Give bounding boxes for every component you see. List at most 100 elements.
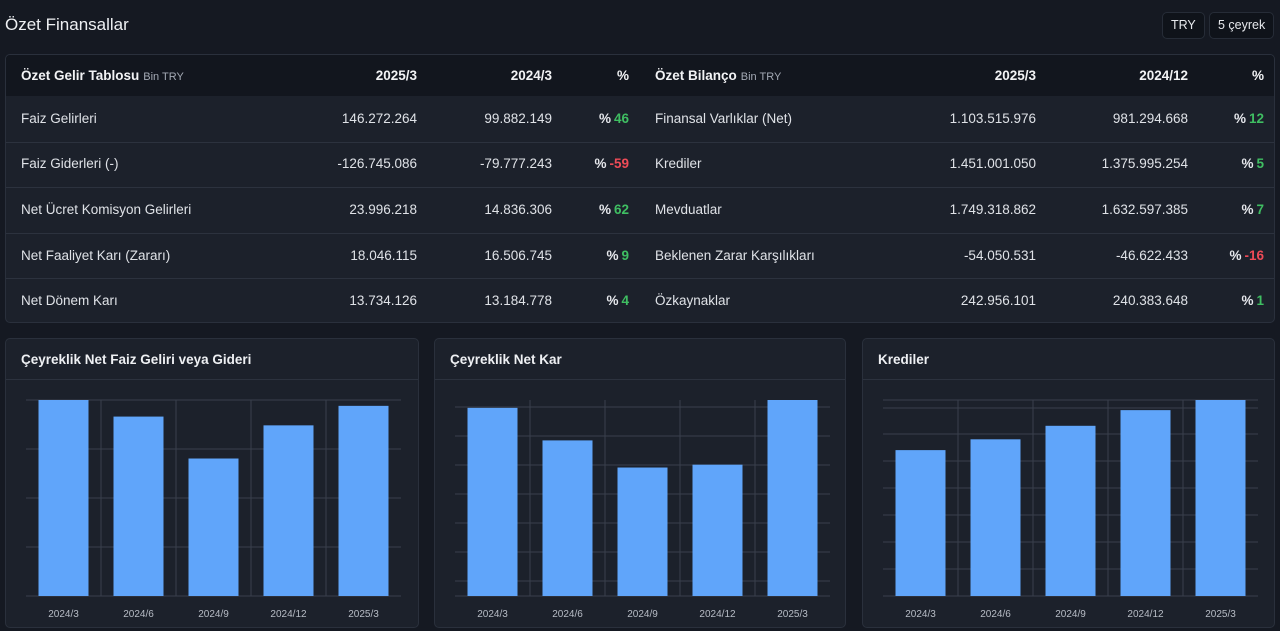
bar[interactable] (1045, 425, 1096, 596)
income-row-label: Net Faaliyet Karı (Zararı) (21, 247, 171, 263)
percent-symbol: % (1229, 247, 1242, 263)
x-tick-label: 2025/3 (348, 609, 379, 620)
x-tick-label: 2024/9 (198, 609, 229, 620)
percent-symbol: % (1241, 156, 1254, 172)
income-row-value-2: 13.184.778 (484, 293, 552, 309)
bar[interactable] (617, 467, 668, 596)
table-header (6, 55, 1274, 96)
bar[interactable] (467, 407, 518, 596)
net-interest-chart: 2024/3 2024/6 2024/9 2024/12 2025/3 (26, 399, 401, 620)
balance-row-value-2: 981.294.668 (1112, 110, 1188, 126)
change-value: 1 (1256, 293, 1264, 309)
page-header: Özet Finansallar TRY 5 çeyrek (5, 0, 1275, 50)
x-tick-label: 2024/6 (123, 609, 154, 620)
income-row-change: % 46 (559, 111, 629, 126)
balance-row-value-2: -46.622.433 (1115, 247, 1188, 263)
balance-unit: Bin TRY (740, 71, 782, 83)
balance-row-change: % 7 (1194, 202, 1264, 217)
chart-panel-net-profit: Çeyreklik Net Kar 2024/3 2024/6 2024/9 2024… (434, 338, 846, 628)
x-tick-label: 2024/12 (1127, 609, 1164, 620)
bar[interactable] (38, 400, 89, 596)
balance-row-value-2: 1.632.597.385 (1101, 202, 1188, 217)
income-row-value-1: 13.734.126 (349, 293, 417, 309)
bar[interactable] (1195, 400, 1246, 596)
income-row-change: % -59 (559, 156, 629, 171)
income-col-1: 2025/3 (375, 68, 417, 83)
bar[interactable] (113, 416, 164, 596)
row-divider (6, 278, 1274, 280)
income-row-label: Net Ücret Komisyon Gelirleri (21, 202, 192, 217)
percent-symbol: % (598, 110, 611, 126)
balance-col-pct: % (1251, 68, 1264, 83)
income-row-value-2: -79.777.243 (479, 156, 552, 172)
change-value: 5 (1256, 156, 1264, 172)
change-value: 4 (621, 293, 629, 309)
x-tick-label: 2025/3 (1205, 609, 1236, 620)
bar[interactable] (542, 440, 593, 596)
income-table-title: Özet Gelir Tablosu Bin TRY (21, 68, 184, 83)
balance-row-value-1: 1.451.001.050 (949, 156, 1036, 172)
balance-row-change: % 1 (1194, 293, 1264, 308)
balance-row-label: Beklenen Zarar Karşılıkları (655, 247, 815, 263)
balance-col-1: 2025/3 (994, 68, 1036, 83)
balance-row-value-1: -54.050.531 (963, 247, 1036, 263)
chart-title: Krediler (878, 352, 930, 367)
change-value: 62 (613, 202, 629, 217)
summary-table-panel: Özet Gelir Tablosu Bin TRY 2025/3 2024/3 … (5, 54, 1275, 323)
income-row-value-1: 146.272.264 (341, 110, 417, 126)
balance-row-label: Krediler (655, 156, 702, 172)
change-value: 12 (1248, 110, 1264, 126)
chart-panel-loans: Krediler 2024/3 2024/6 2024/9 2024/12 2025/3 (862, 338, 1275, 628)
income-row-label: Faiz Giderleri (-) (21, 156, 119, 172)
change-value: 9 (621, 247, 629, 263)
change-value: -16 (1244, 247, 1264, 263)
net-profit-chart: 2024/3 2024/6 2024/9 2024/12 2025/3 (455, 400, 830, 620)
percent-symbol: % (598, 202, 611, 217)
x-tick-label: 2024/12 (699, 609, 736, 620)
balance-row-label: Özkaynaklar (655, 293, 731, 309)
income-row-value-1: 23.996.218 (349, 202, 417, 217)
bar[interactable] (767, 400, 818, 596)
change-value: 46 (613, 110, 629, 126)
bar[interactable] (895, 450, 946, 596)
balance-row-change: % 12 (1194, 111, 1264, 126)
balance-row-label: Finansal Varlıklar (Net) (655, 110, 793, 126)
bar[interactable] (263, 425, 314, 596)
income-row-label: Net Dönem Karı (21, 293, 118, 309)
percent-symbol: % (1233, 110, 1246, 126)
balance-row-value-2: 240.383.648 (1112, 293, 1188, 309)
income-col-2: 2024/3 (510, 68, 552, 83)
income-row-change: % 62 (559, 202, 629, 217)
income-unit: Bin TRY (143, 71, 184, 83)
balance-col-2: 2024/12 (1139, 68, 1188, 83)
balance-table-title: Özet Bilanço Bin TRY (655, 68, 782, 83)
balance-row-value-2: 1.375.995.254 (1101, 156, 1188, 172)
bar[interactable] (188, 458, 239, 596)
balance-row-change: % -16 (1194, 248, 1264, 263)
balance-row-label: Mevduatlar (655, 202, 722, 217)
currency-button[interactable]: TRY (1162, 12, 1205, 39)
x-tick-label: 2025/3 (777, 609, 808, 620)
income-row-value-1: 18.046.115 (350, 247, 417, 263)
x-tick-label: 2024/12 (270, 609, 307, 620)
x-tick-label: 2024/9 (1055, 609, 1086, 620)
income-row-value-1: -126.745.086 (337, 156, 417, 172)
income-row-label: Faiz Gelirleri (21, 110, 97, 126)
percent-symbol: % (1241, 293, 1254, 309)
x-tick-label: 2024/3 (48, 609, 79, 620)
bar[interactable] (970, 439, 1021, 596)
row-divider (6, 232, 1274, 234)
percent-symbol: % (1241, 202, 1254, 217)
percent-symbol: % (606, 247, 619, 263)
bar[interactable] (692, 464, 743, 596)
income-row-change: % 4 (559, 293, 629, 308)
balance-row-change: % 5 (1194, 156, 1264, 171)
percent-symbol: % (594, 156, 607, 172)
row-divider (6, 187, 1274, 189)
bar[interactable] (1120, 410, 1171, 596)
bar[interactable] (338, 405, 389, 596)
change-value: -59 (609, 156, 629, 172)
chart-title: Çeyreklik Net Kar (450, 352, 562, 367)
income-col-pct: % (616, 68, 629, 83)
period-button[interactable]: 5 çeyrek (1209, 12, 1275, 39)
